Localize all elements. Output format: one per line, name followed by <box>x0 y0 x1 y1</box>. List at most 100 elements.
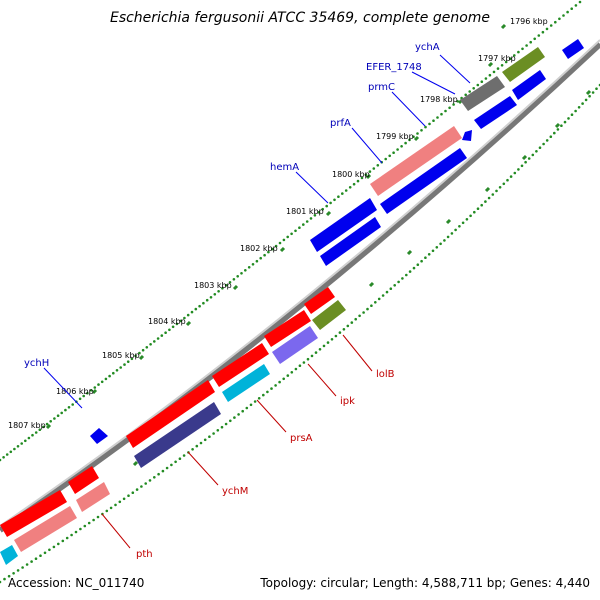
gene-EFER_1748-feature[interactable] <box>460 76 505 111</box>
outer-track-dot <box>376 164 380 167</box>
inner-track-dot <box>531 153 535 157</box>
accession-text: Accession: NC_011740 <box>8 576 145 590</box>
gene-ych-feature[interactable] <box>512 70 546 100</box>
outer-track-dot <box>24 439 27 443</box>
inner-track-dot <box>517 168 520 171</box>
inner-track-dot <box>480 203 484 207</box>
outer-track-dot <box>130 357 134 361</box>
inner-track-dot <box>591 91 595 94</box>
gene-prfA-feature[interactable] <box>380 148 467 214</box>
inner-track-dot <box>443 239 446 242</box>
gene-ychM-feature[interactable] <box>134 402 221 468</box>
outer-track-dot <box>488 73 492 77</box>
outer-track-dot <box>271 247 274 251</box>
outer-track-dot <box>232 278 236 281</box>
outer-track-dot <box>89 389 93 392</box>
tick-label: 1804 kbp <box>148 317 186 326</box>
inner-track-dot <box>330 338 334 341</box>
inner-track-dot <box>310 354 314 358</box>
inner-track-dot <box>87 521 91 525</box>
outer-track-dot <box>317 211 321 214</box>
inner-tick-mark <box>445 218 452 225</box>
outer-track-dot <box>228 281 232 284</box>
outer-track-dot <box>97 383 100 386</box>
gene-red-feature[interactable] <box>264 310 311 347</box>
inner-track-dot <box>326 341 330 344</box>
outer-track-dot <box>468 90 472 93</box>
gene-pth-feature[interactable] <box>76 482 110 512</box>
gene-red-feature[interactable] <box>304 287 335 314</box>
outer-track-dot <box>396 148 399 151</box>
inner-track-dot <box>584 98 588 102</box>
gene-blue-feature[interactable] <box>320 217 381 266</box>
inner-track-dot <box>157 472 160 476</box>
inner-track-dot <box>65 536 69 540</box>
gene-prsA-feature[interactable] <box>222 364 270 402</box>
outer-track-dot <box>27 436 31 440</box>
outer-track-dot <box>183 316 186 320</box>
outer-track-dot <box>549 24 553 27</box>
outer-track-dot <box>321 207 325 211</box>
gene-blue-feature[interactable] <box>462 130 472 141</box>
gene-prmC-feature[interactable] <box>370 126 462 196</box>
outer-track-dot <box>9 450 13 454</box>
gene-blue-feature[interactable] <box>474 96 517 129</box>
inner-track-dot <box>266 390 269 394</box>
outer-track-dot <box>119 366 122 369</box>
gene-ychH-feature[interactable] <box>90 428 108 444</box>
callout-line <box>439 54 471 84</box>
inner-track-dot <box>370 304 373 308</box>
inner-track-dot <box>233 416 236 419</box>
inner-track-dot <box>506 178 509 182</box>
gene-prev-feature[interactable] <box>562 39 584 59</box>
inner-track-dot <box>262 393 265 397</box>
outer-track-dot <box>348 186 352 189</box>
tick-mark <box>279 246 286 253</box>
callout-line <box>391 91 426 127</box>
gene-hemA-feature[interactable] <box>310 198 377 252</box>
outer-track-dot <box>290 232 293 236</box>
inner-track-dot <box>127 494 130 498</box>
inner-track-dot <box>342 328 346 331</box>
inner-track-dot <box>70 533 73 537</box>
outer-track-dot <box>175 322 179 326</box>
outer-track-dot <box>298 226 301 229</box>
tick-mark <box>185 320 192 327</box>
inner-track-dot <box>57 542 60 546</box>
outer-track-dot <box>202 301 205 305</box>
gene-red-feature[interactable] <box>0 490 67 537</box>
inner-track-dot <box>114 503 117 507</box>
inner-track-dot <box>249 403 253 407</box>
outer-dotted-track <box>0 0 582 462</box>
outer-track-dot <box>82 394 85 398</box>
outer-track-dot <box>186 313 190 317</box>
outer-track-dot <box>388 154 392 158</box>
outer-track-dot <box>504 60 508 64</box>
outer-track-dot <box>305 220 309 223</box>
gene-red-feature[interactable] <box>212 343 269 387</box>
inner-track-dot <box>257 397 261 400</box>
inner-track-dot <box>25 563 29 566</box>
outer-track-dot <box>344 189 348 192</box>
gene-salmon-feature[interactable] <box>14 506 77 552</box>
inner-track-dot <box>465 218 469 221</box>
gene-red-feature[interactable] <box>68 466 99 494</box>
gene-red-feature[interactable] <box>126 380 215 448</box>
gene-ipk-feature[interactable] <box>272 326 318 364</box>
inner-track-dot <box>216 429 220 432</box>
inner-track-dot <box>338 331 342 334</box>
inner-track-dot <box>405 273 408 277</box>
outer-track-dot <box>71 403 74 406</box>
tick-mark <box>365 173 372 180</box>
gene-lolB-feature[interactable] <box>312 300 346 330</box>
gene-cyan-feature[interactable] <box>0 545 18 565</box>
inner-track-dot <box>461 221 465 225</box>
outer-track-dot <box>100 380 104 384</box>
inner-track-dot <box>595 87 598 90</box>
gene-ychA-feature[interactable] <box>502 47 545 82</box>
inner-track-dot <box>431 249 435 253</box>
outer-track-dot <box>45 422 49 426</box>
inner-track-dot <box>520 164 524 168</box>
tick-label: 1798 kbp <box>420 95 458 104</box>
inner-track-dot <box>567 117 570 120</box>
